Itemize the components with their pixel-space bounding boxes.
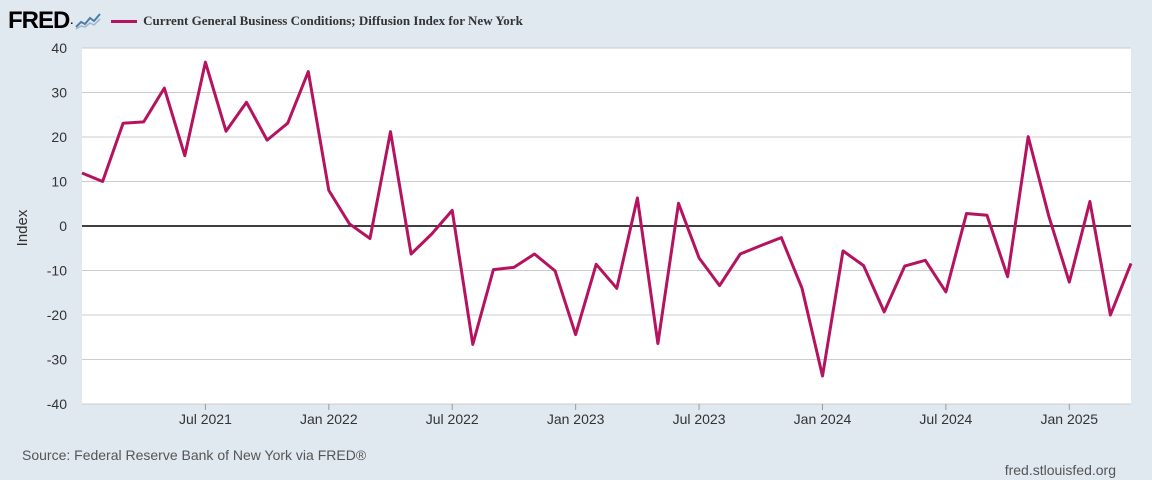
y-tick-label: -10 <box>47 263 67 279</box>
data-point[interactable] <box>1065 278 1073 286</box>
legend: Current General Business Conditions; Dif… <box>111 13 523 29</box>
data-point[interactable] <box>716 282 724 290</box>
x-tick-label: Jul 2023 <box>673 411 726 427</box>
data-point[interactable] <box>99 178 107 186</box>
data-point[interactable] <box>222 127 230 135</box>
data-point[interactable] <box>1004 273 1012 281</box>
data-point[interactable] <box>860 262 868 270</box>
legend-label: Current General Business Conditions; Dif… <box>143 13 523 28</box>
x-tick-label: Jan 2023 <box>547 411 605 427</box>
data-point[interactable] <box>674 199 682 207</box>
data-point[interactable] <box>1086 198 1094 206</box>
data-point[interactable] <box>901 262 909 270</box>
data-point[interactable] <box>304 68 312 76</box>
x-axis-ticks: Jul 2021 Jan 2022 Jul 2022 Jan 2023 Jul 2023… <box>179 404 1098 427</box>
data-point[interactable] <box>428 230 436 238</box>
series-group <box>78 58 1135 380</box>
data-point[interactable] <box>880 308 888 316</box>
data-point[interactable] <box>818 372 826 380</box>
data-point[interactable] <box>140 118 148 126</box>
data-point[interactable] <box>325 186 333 194</box>
y-tick-label: -40 <box>47 396 67 412</box>
data-point[interactable] <box>181 152 189 160</box>
data-point[interactable] <box>243 98 251 106</box>
data-point[interactable] <box>345 220 353 228</box>
line-chart-icon <box>75 12 102 30</box>
gridlines <box>82 47 1131 405</box>
data-point[interactable] <box>469 340 477 348</box>
data-point[interactable] <box>1127 259 1135 267</box>
data-point[interactable] <box>1024 133 1032 141</box>
data-point[interactable] <box>654 339 662 347</box>
data-point[interactable] <box>633 194 641 202</box>
data-point[interactable] <box>78 169 86 177</box>
data-point[interactable] <box>119 119 127 127</box>
y-tick-label: -30 <box>47 352 67 368</box>
data-point[interactable] <box>962 210 970 218</box>
x-tick-label: Jul 2022 <box>426 411 479 427</box>
x-tick-label: Jul 2021 <box>179 411 232 427</box>
logo-text: FRED <box>8 7 70 34</box>
source-note: Source: Federal Reserve Bank of New York… <box>22 447 367 463</box>
data-point[interactable] <box>572 331 580 339</box>
data-point[interactable] <box>613 284 621 292</box>
data-point[interactable] <box>1106 311 1114 319</box>
data-point[interactable] <box>366 234 374 242</box>
data-point[interactable] <box>489 266 497 274</box>
y-tick-label: 20 <box>51 129 67 145</box>
fred-logo[interactable]: FRED . <box>8 7 102 35</box>
y-tick-label: 0 <box>59 218 67 234</box>
data-point[interactable] <box>510 263 518 271</box>
data-point[interactable] <box>921 256 929 264</box>
data-point[interactable] <box>798 284 806 292</box>
data-point[interactable] <box>531 250 539 258</box>
x-tick-label: Jan 2022 <box>300 411 358 427</box>
data-point[interactable] <box>695 254 703 262</box>
x-tick-label: Jan 2024 <box>794 411 852 427</box>
data-point[interactable] <box>736 250 744 258</box>
y-axis-ticks: 40 30 20 10 0 -10 -20 -30 -40 <box>47 40 67 412</box>
data-point[interactable] <box>201 58 209 66</box>
y-axis-label: Index <box>14 209 31 246</box>
data-point[interactable] <box>839 247 847 255</box>
data-point[interactable] <box>263 136 271 144</box>
data-point[interactable] <box>777 234 785 242</box>
data-point[interactable] <box>284 119 292 127</box>
y-tick-label: 40 <box>51 40 67 56</box>
series-line <box>81 60 1133 378</box>
data-point[interactable] <box>942 288 950 296</box>
x-tick-label: Jul 2024 <box>919 411 972 427</box>
data-point[interactable] <box>983 211 991 219</box>
data-point[interactable] <box>407 250 415 258</box>
data-point[interactable] <box>448 206 456 214</box>
y-tick-label: 10 <box>51 174 67 190</box>
data-point[interactable] <box>551 267 559 275</box>
site-link[interactable]: fred.stlouisfed.org <box>1004 462 1116 478</box>
data-point[interactable] <box>160 84 168 92</box>
header: FRED . Current General Business Conditio… <box>8 6 523 36</box>
data-point[interactable] <box>1045 212 1053 220</box>
data-point[interactable] <box>387 128 395 136</box>
y-tick-label: 30 <box>51 85 67 101</box>
x-tick-label: Jan 2025 <box>1040 411 1098 427</box>
data-point[interactable] <box>757 242 765 250</box>
logo-dot: . <box>70 15 73 27</box>
y-tick-label: -20 <box>47 307 67 323</box>
data-point[interactable] <box>592 260 600 268</box>
legend-swatch <box>111 19 138 23</box>
